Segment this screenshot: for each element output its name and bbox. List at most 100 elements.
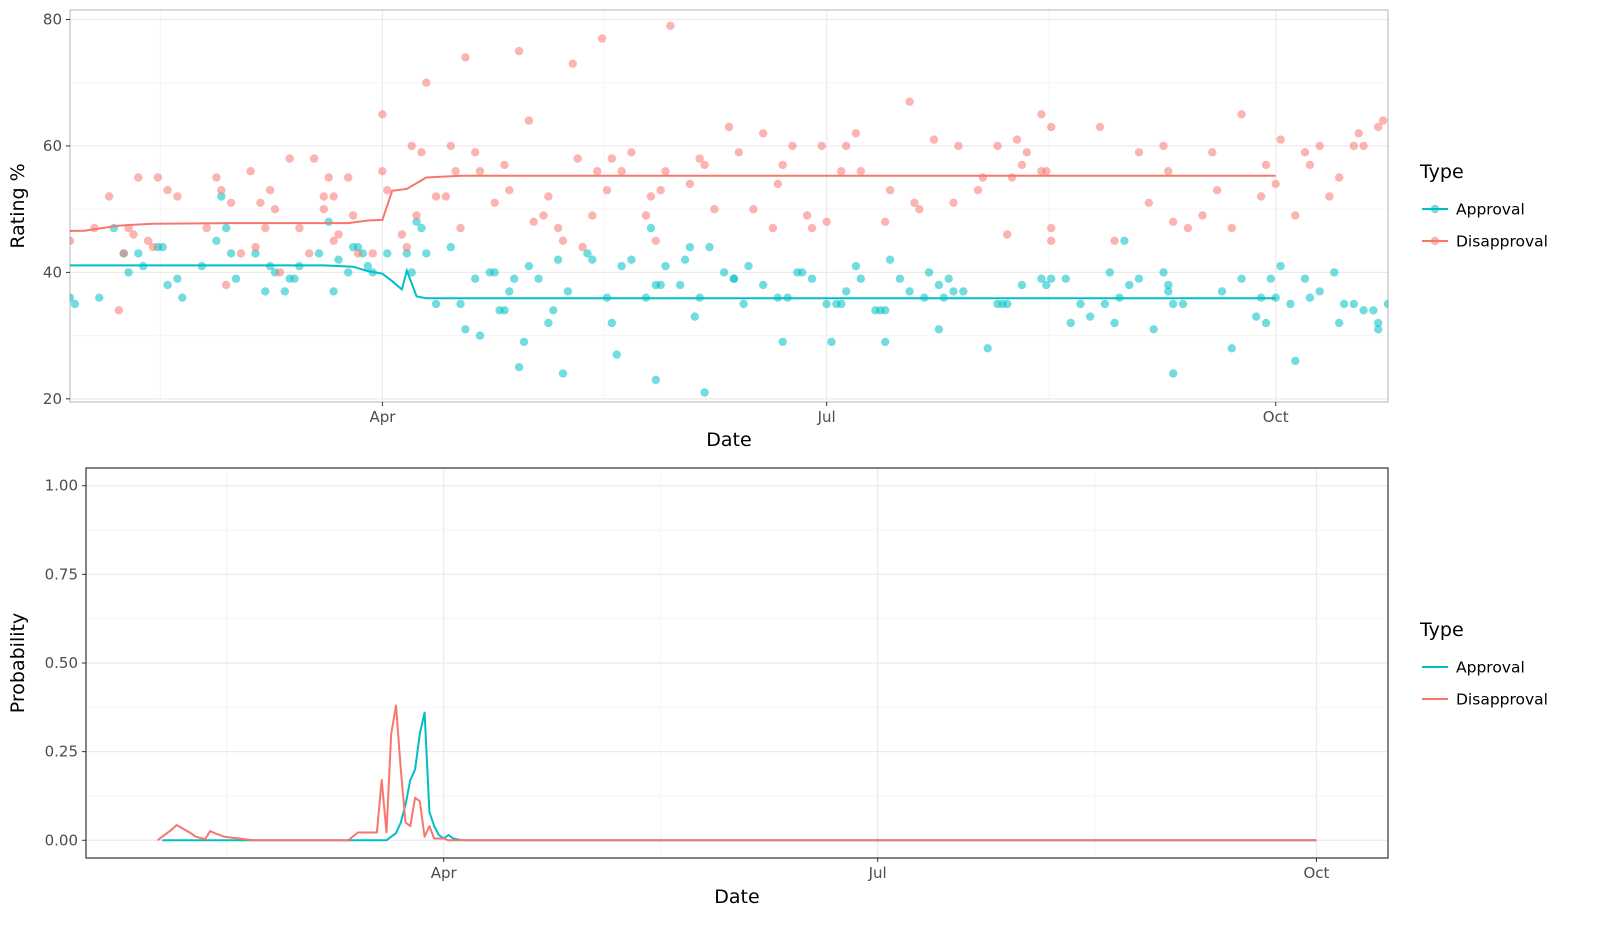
legend: Type Approval Disapproval — [1419, 161, 1548, 251]
disapproval-point — [788, 141, 797, 151]
approval-point — [744, 261, 753, 271]
approval-point — [905, 287, 914, 296]
approval-point — [1452, 268, 1460, 276]
disapproval-point — [173, 192, 182, 201]
disapproval-point — [285, 154, 294, 163]
approval-point — [1330, 268, 1339, 277]
disapproval-point — [602, 186, 612, 195]
approval-point — [549, 306, 558, 315]
disapproval-point — [759, 129, 768, 138]
disapproval-point — [490, 198, 499, 207]
approval-point — [1413, 306, 1421, 314]
disapproval-point — [1261, 160, 1271, 170]
disapproval-point — [1169, 217, 1178, 226]
disapproval-point — [1540, 211, 1548, 219]
disapproval-point — [1569, 161, 1577, 169]
disapproval-point — [246, 167, 255, 176]
disapproval-point — [61, 344, 69, 352]
approval-point — [353, 242, 363, 252]
approval-point — [1261, 318, 1271, 328]
disapproval-point — [1315, 141, 1324, 151]
disapproval-point — [1516, 142, 1524, 150]
disapproval-point — [261, 223, 270, 233]
approval-point — [363, 261, 372, 271]
legend-label: Approval — [1456, 201, 1525, 219]
approval-point — [719, 268, 729, 277]
approval-point — [881, 337, 890, 347]
disapproval-point — [1212, 186, 1222, 195]
y-tick-label: 60 — [43, 137, 62, 155]
approval-point — [1066, 318, 1075, 328]
approval-point — [1535, 331, 1543, 339]
disapproval-point — [368, 249, 377, 258]
disapproval-point — [251, 242, 260, 252]
disapproval-point — [641, 211, 651, 220]
legend-label: Approval — [1456, 659, 1525, 677]
disapproval-point — [1037, 110, 1046, 119]
disapproval-point — [1467, 123, 1475, 131]
approval-point — [1217, 287, 1227, 296]
y-tick-label: 0.50 — [45, 654, 78, 672]
disapproval-point — [929, 135, 939, 144]
disapproval-point — [70, 236, 75, 245]
approval-point — [217, 192, 226, 201]
disapproval-point — [685, 179, 695, 189]
approval-point — [1447, 294, 1455, 302]
disapproval-point — [1501, 148, 1509, 156]
approval-point — [1042, 280, 1051, 290]
disapproval-point — [1305, 160, 1315, 170]
approval-point — [178, 293, 187, 302]
disapproval-point — [344, 173, 353, 182]
disapproval-point — [1359, 141, 1368, 151]
legend-title: Type — [1419, 619, 1464, 641]
disapproval-point — [1198, 211, 1207, 220]
disapproval-point — [295, 223, 304, 233]
approval-point — [1100, 299, 1110, 309]
approval-point — [1047, 274, 1056, 283]
disapproval-point — [334, 230, 343, 239]
disapproval-point — [881, 217, 890, 226]
approval-point — [446, 242, 455, 252]
disapproval-point — [993, 141, 1002, 151]
y-tick-label: 40 — [43, 263, 62, 281]
disapproval-point — [383, 186, 392, 195]
disapproval-point — [573, 154, 582, 163]
approval-point — [124, 268, 133, 277]
approval-point — [1496, 300, 1504, 308]
disapproval-point — [212, 173, 221, 182]
disapproval-point — [329, 236, 338, 245]
disapproval-point — [324, 173, 333, 182]
disapproval-point — [1271, 179, 1280, 189]
disapproval-point — [695, 154, 704, 163]
disapproval-point — [822, 217, 831, 226]
disapproval-point — [749, 205, 758, 214]
disapproval-point — [1462, 135, 1470, 143]
disapproval-point — [915, 205, 924, 214]
disapproval-point — [412, 211, 421, 220]
legend: Type Approval Disapproval — [1419, 619, 1548, 709]
x-axis-title: Date — [706, 429, 751, 451]
approval-point — [1227, 344, 1237, 353]
y-tick-label: 80 — [43, 10, 62, 28]
disapproval-point — [1208, 148, 1217, 157]
disapproval-point — [1144, 198, 1154, 207]
legend-key-point — [1430, 236, 1440, 246]
approval-point — [417, 223, 426, 233]
approval-point — [1545, 306, 1553, 314]
approval-point — [173, 274, 182, 283]
approval-point — [290, 274, 299, 283]
approval-point — [1017, 280, 1027, 290]
approval-point — [563, 287, 573, 296]
disapproval-point — [842, 141, 851, 151]
disapproval-point — [153, 173, 163, 182]
approval-point — [798, 268, 807, 277]
approval-point — [934, 325, 944, 334]
disapproval-point — [1545, 129, 1553, 137]
approval-point — [431, 299, 441, 309]
disapproval-point — [1003, 230, 1012, 239]
disapproval-point — [734, 148, 743, 157]
approval-point — [1335, 318, 1344, 328]
approval-point — [959, 287, 968, 296]
disapproval-point — [1022, 148, 1031, 157]
approval-point — [1408, 300, 1416, 308]
